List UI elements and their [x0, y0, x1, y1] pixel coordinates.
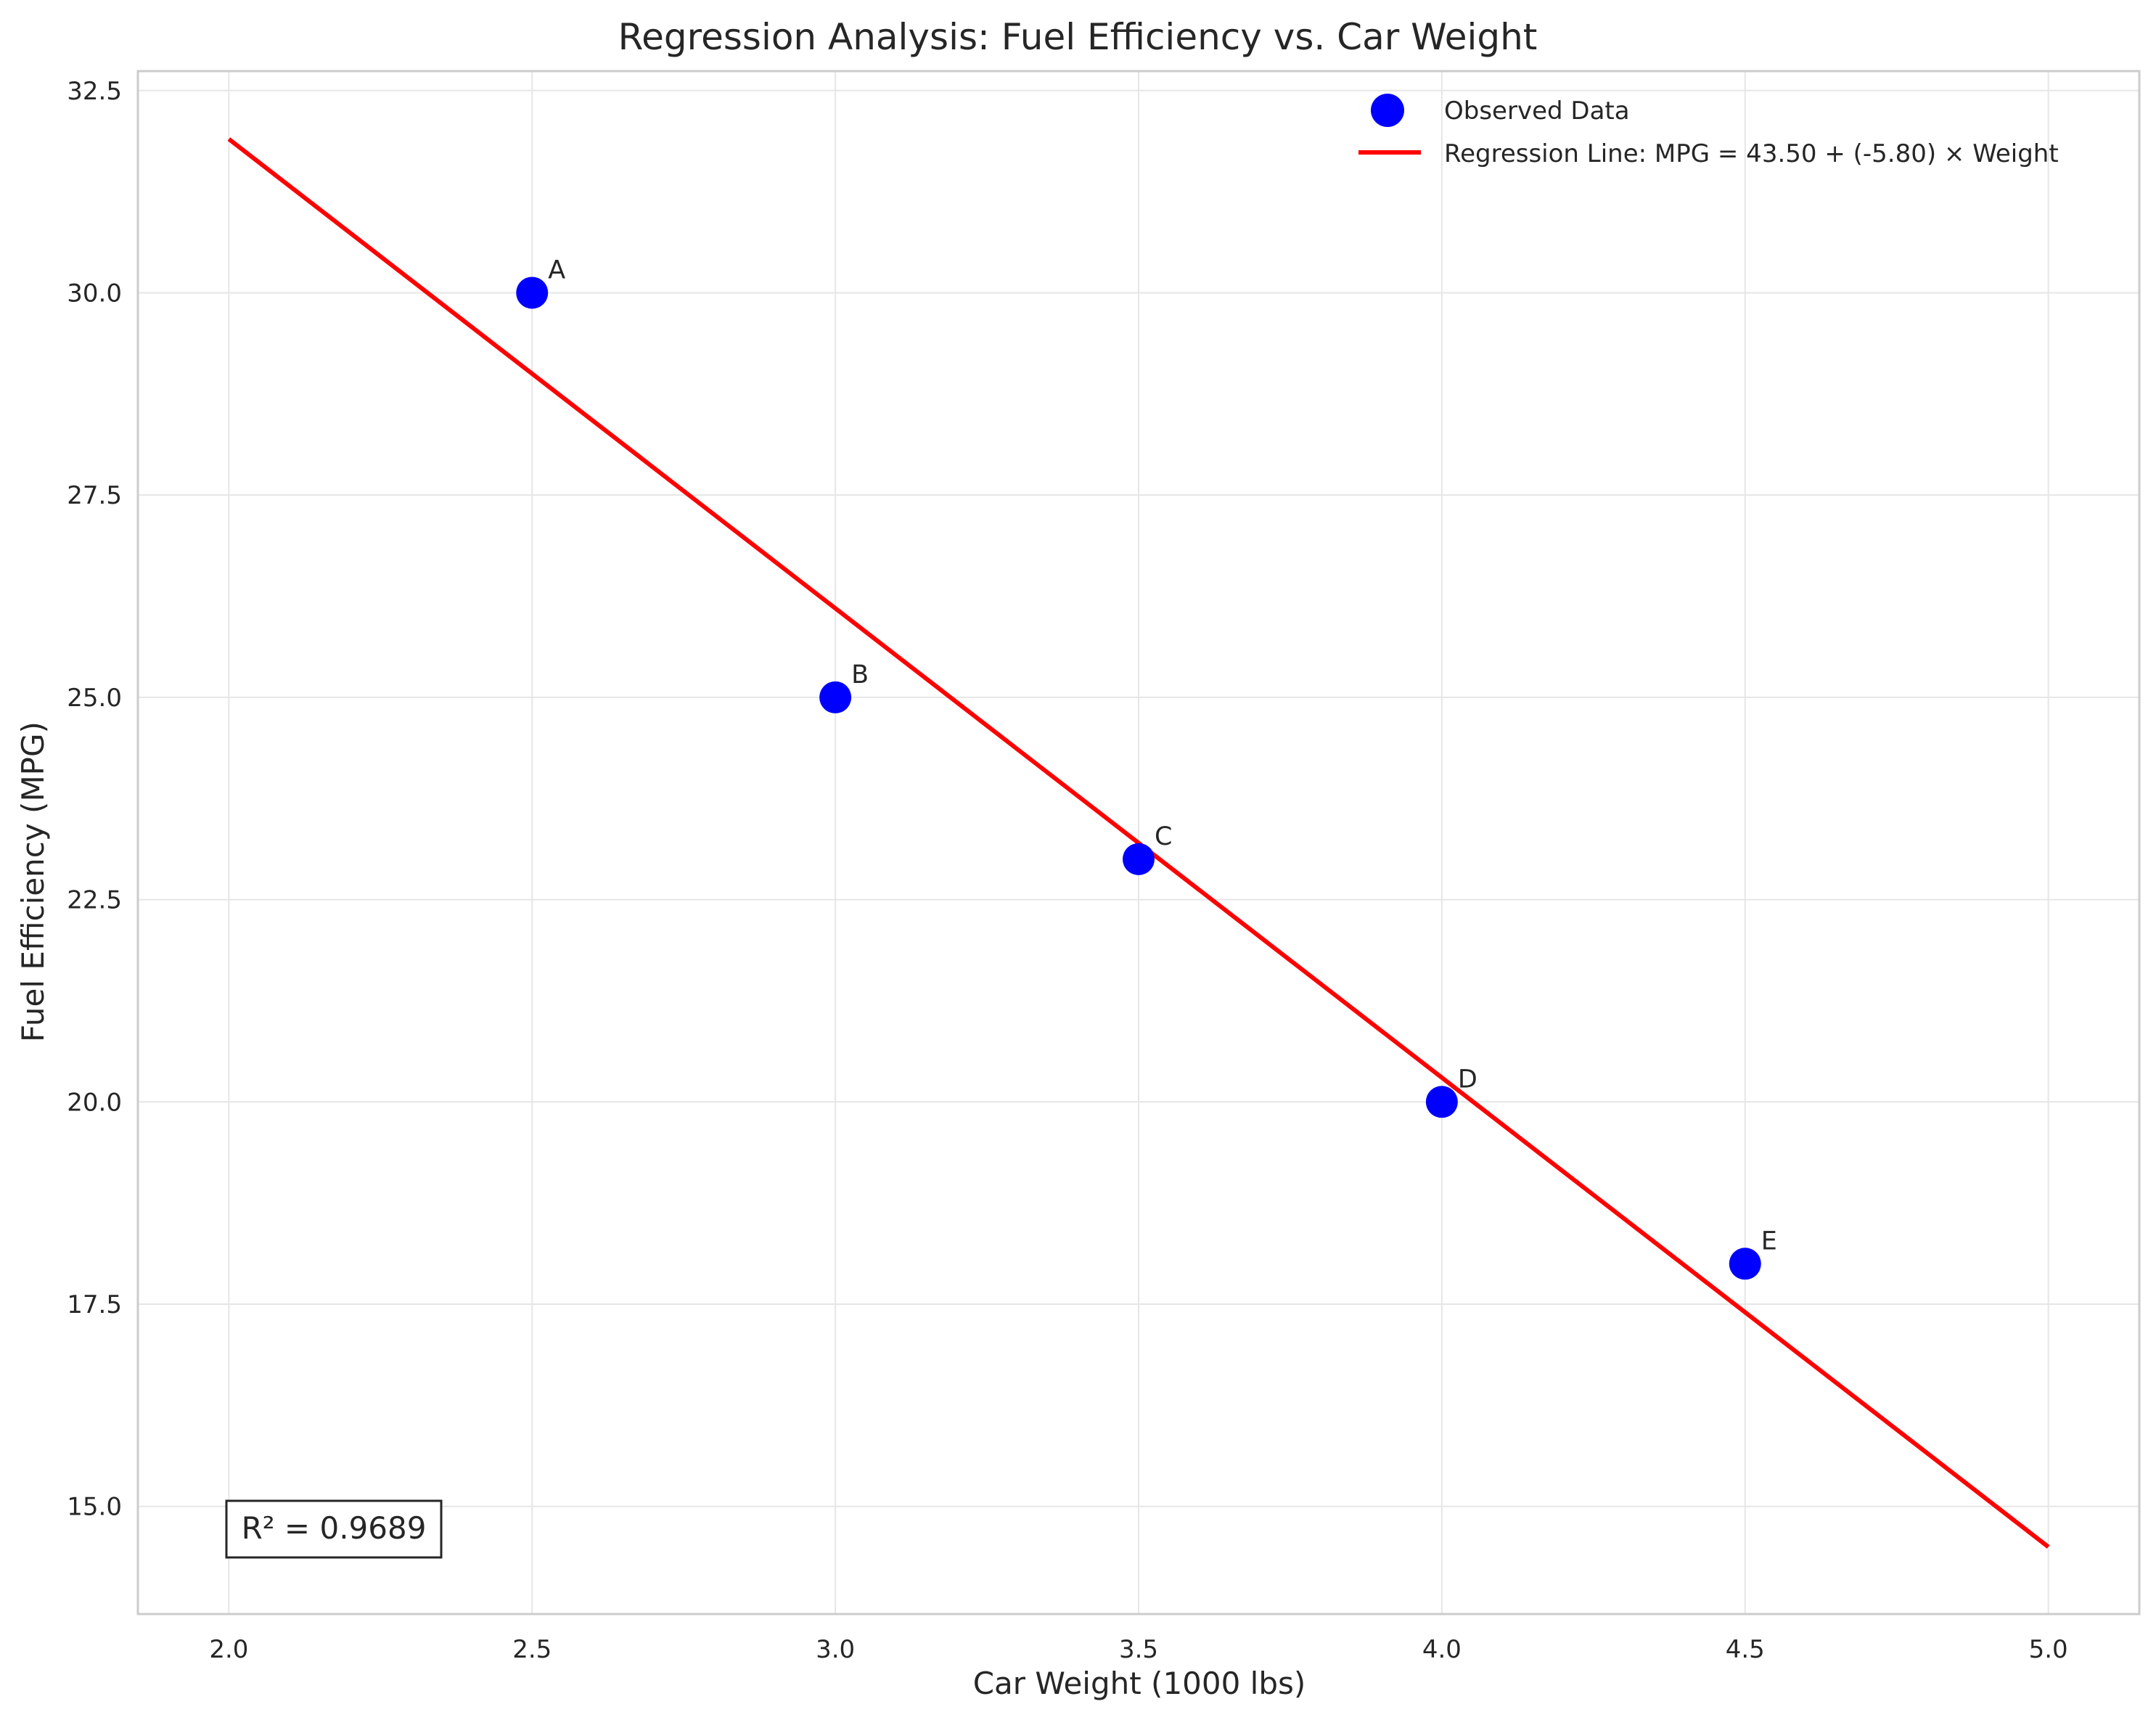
x-axis-title: Car Weight (1000 lbs) [973, 1666, 1306, 1701]
x-tick-label: 4.0 [1422, 1635, 1462, 1664]
data-point-label: D [1458, 1065, 1477, 1094]
data-point [819, 681, 852, 713]
legend-observed-label: Observed Data [1444, 97, 1630, 126]
r-squared-annotation: R² = 0.9689 [225, 1499, 443, 1559]
x-tick-label: 3.0 [816, 1635, 855, 1664]
regression-line [227, 137, 2050, 1549]
legend-observed-marker [1371, 94, 1404, 127]
x-tick-label: 2.5 [512, 1635, 552, 1664]
data-point [1425, 1086, 1458, 1118]
data-point [1729, 1248, 1761, 1280]
data-point-label: B [851, 660, 869, 689]
data-point [1123, 843, 1155, 875]
y-tick-label: 30.0 [67, 279, 122, 308]
r-squared-box [225, 1499, 443, 1559]
tick-labels-group: 2.0 2.5 3.0 3.5 4.0 4.5 5.0 15.0 17.5 20.0 22.5 25.… [67, 77, 2067, 1664]
y-tick-label: 17.5 [67, 1290, 122, 1319]
regression-line-group [227, 137, 2050, 1549]
y-tick-label: 20.0 [67, 1088, 122, 1117]
y-tick-label: 27.5 [67, 481, 122, 510]
y-tick-label: 15.0 [67, 1493, 122, 1522]
y-tick-label: 32.5 [67, 77, 122, 106]
x-tick-label: 4.5 [1726, 1635, 1765, 1664]
x-tick-label: 3.5 [1119, 1635, 1158, 1664]
data-point-label: A [548, 255, 565, 284]
y-tick-label: 22.5 [67, 886, 122, 915]
chart-title: Regression Analysis: Fuel Efficiency vs.… [618, 16, 1538, 58]
grid [138, 71, 2139, 1614]
x-tick-label: 5.0 [2029, 1635, 2068, 1664]
data-point-label: C [1155, 822, 1172, 851]
y-axis-title: Fuel Efficiency (MPG) [15, 721, 51, 1042]
x-tick-label: 2.0 [209, 1635, 248, 1664]
plot-area-frame [136, 70, 2141, 1615]
legend: Observed Data Regression Line: MPG = 43.… [1358, 94, 2059, 168]
data-points-group: A B C D E [516, 255, 1777, 1280]
data-point-label: E [1761, 1226, 1777, 1256]
r-squared-text: R² = 0.9689 [242, 1510, 427, 1546]
data-point [516, 277, 549, 309]
y-tick-label: 25.0 [67, 684, 122, 713]
legend-regression-label: Regression Line: MPG = 43.50 + (-5.80) ×… [1444, 139, 2059, 168]
